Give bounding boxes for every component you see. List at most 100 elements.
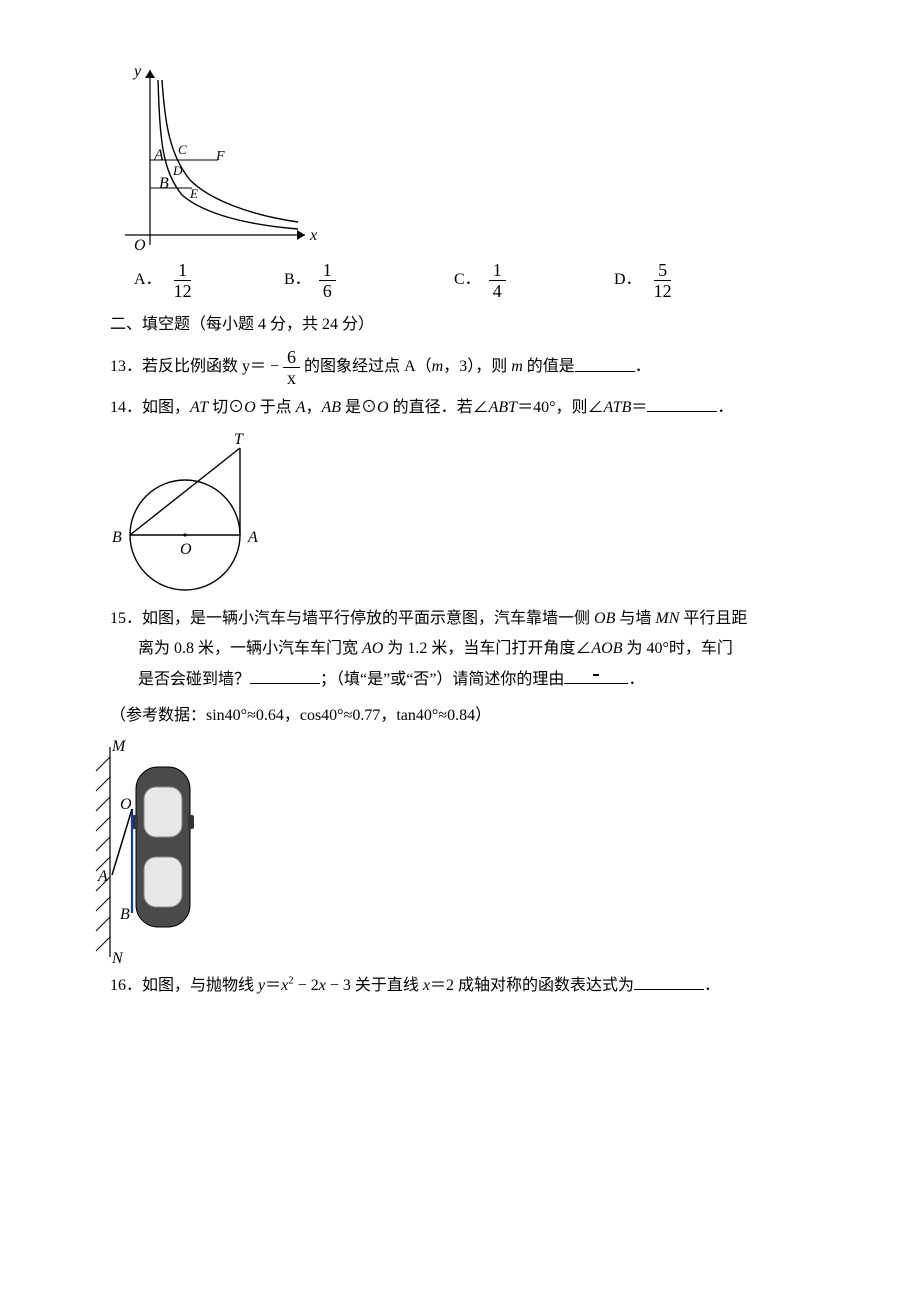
q12-label-B: B <box>159 175 169 192</box>
q15-l2mid: 为 1.2 米，当车门打开角度∠ <box>383 640 591 657</box>
q15-blank2 <box>564 667 628 684</box>
q14-pre: 14．如图， <box>110 399 190 416</box>
q12-figure-svg: y x O A B C D E F <box>110 60 320 255</box>
q15-l3pre: 是否会碰到墙？ <box>138 671 250 688</box>
q14-fig-O: O <box>180 541 192 558</box>
q12-label-F: F <box>215 149 225 164</box>
q15-figure: M O A B N <box>80 737 850 967</box>
q12-option-d: D． 512 <box>614 261 676 300</box>
q14-t4: ， <box>305 399 321 416</box>
q15-l2end: 为 40°时，车门 <box>622 640 732 657</box>
q16-x3: x <box>423 977 430 994</box>
q12-a-num: 1 <box>174 261 191 281</box>
q12-b-den: 6 <box>319 281 336 300</box>
q14-t6: 的直径．若∠ <box>389 399 489 416</box>
q12-option-c-letter: C． <box>454 265 481 295</box>
q14-blank <box>647 395 717 412</box>
q13-pointAmid: ，3），则 <box>443 359 511 376</box>
q13-period: ． <box>635 359 651 376</box>
q13-m: m <box>432 359 444 376</box>
section2-title: 二、填空题（每小题 4 分，共 24 分） <box>110 310 850 340</box>
q15-l1end: 平行且距 <box>679 610 747 627</box>
q15-AOB: AOB <box>591 640 622 657</box>
q16-period: ． <box>704 977 720 994</box>
q15-fig-O: O <box>120 796 132 813</box>
q15-fig-M: M <box>111 738 127 755</box>
q16-m1: − 2 <box>294 977 319 994</box>
q15-l1mid: 与墙 <box>615 610 655 627</box>
q14-O2: O <box>377 399 389 416</box>
q14-fig-B: B <box>112 529 122 546</box>
q12-label-y: y <box>132 63 142 80</box>
q12-label-A: A <box>153 147 164 164</box>
q12-d-num: 5 <box>654 261 671 281</box>
q15-l3hint: ；（填“是”或“否”）请简述你的理由 <box>320 671 564 688</box>
q14-AT: AT <box>190 399 208 416</box>
q15-l3period: ． <box>628 671 644 688</box>
q15-l1pre: 15．如图，是一辆小汽车与墙平行停放的平面示意图，汽车靠墙一侧 <box>110 610 594 627</box>
q15-fig-B: B <box>120 906 130 923</box>
q13-pointApre: A（ <box>404 359 432 376</box>
q12-a-den: 12 <box>170 281 196 300</box>
q13-pre: 13．若反比例函数 <box>110 359 242 376</box>
q12-d-den: 12 <box>650 281 676 300</box>
q12-option-c: C． 14 <box>454 261 614 300</box>
q14-figure-svg: T B O A <box>100 430 280 600</box>
q14-period: ． <box>717 399 733 416</box>
q12-label-E: E <box>189 186 198 201</box>
q15-fig-A: A <box>97 868 108 885</box>
q14-O: O <box>244 399 256 416</box>
q12-figure: y x O A B C D E F <box>110 60 850 255</box>
q16: 16．如图，与抛物线 y＝x2 − 2x − 3 关于直线 x＝2 成轴对称的函… <box>110 971 850 1001</box>
q16-eq: ＝ <box>265 977 281 994</box>
q14-ABT: ABT <box>489 399 517 416</box>
q13-mid: 的图象经过点 <box>300 359 404 376</box>
q15-AO: AO <box>362 640 383 657</box>
q16-m3: − 3 关于直线 <box>326 977 423 994</box>
q15-fig-N: N <box>111 950 124 967</box>
q15: 15．如图，是一辆小汽车与墙平行停放的平面示意图，汽车靠墙一侧 OB 与墙 MN… <box>110 604 850 695</box>
q15-refdata: （参考数据：sin40°≈0.64，cos40°≈0.77，tan40°≈0.8… <box>110 701 850 731</box>
q13-m2: m <box>511 359 523 376</box>
q13-yeq: y＝ − <box>242 359 283 376</box>
q14-t8: ＝ <box>631 399 647 416</box>
q14-t5: 是⊙ <box>341 399 377 416</box>
q12-option-a-letter: A． <box>134 265 162 295</box>
q14-figure: T B O A <box>100 430 850 600</box>
q16-eq2: ＝2 成轴对称的函数表达式为 <box>430 977 634 994</box>
q13: 13．若反比例函数 y＝ − 6x 的图象经过点 A（m，3），则 m 的值是． <box>110 348 850 387</box>
q14-AB: AB <box>321 399 341 416</box>
q15-figure-svg: M O A B N <box>80 737 220 967</box>
q14-ATB: ATB <box>603 399 631 416</box>
q12-label-C: C <box>178 142 187 157</box>
q14-t7: ＝40°，则∠ <box>517 399 603 416</box>
q14: 14．如图，AT 切⊙O 于点 A，AB 是⊙O 的直径．若∠ABT＝40°，则… <box>110 393 850 423</box>
q13-tail: 的值是 <box>523 359 575 376</box>
q14-t3: 于点 <box>256 399 296 416</box>
q12-option-b: B． 16 <box>284 261 454 300</box>
q16-pre: 16．如图，与抛物线 <box>110 977 258 994</box>
q12-options: A． 112 B． 16 C． 14 D． 512 <box>134 261 850 300</box>
q12-label-x: x <box>309 227 317 244</box>
q15-line2: 离为 0.8 米，一辆小汽车车门宽 AO 为 1.2 米，当车门打开角度∠AOB… <box>110 634 850 664</box>
q15-l2pre: 离为 0.8 米，一辆小汽车车门宽 <box>138 640 362 657</box>
q12-c-num: 1 <box>489 261 506 281</box>
q14-fig-A: A <box>247 529 258 546</box>
q12-label-O: O <box>134 237 146 254</box>
q14-t2: 切⊙ <box>208 399 244 416</box>
q15-MN: MN <box>655 610 679 627</box>
q16-blank <box>634 973 704 990</box>
q12-option-d-letter: D． <box>614 265 642 295</box>
q13-blank <box>575 355 635 372</box>
q12-c-den: 4 <box>489 281 506 300</box>
q15-OB: OB <box>594 610 615 627</box>
q14-A: A <box>296 399 306 416</box>
q13-frac-num: 6 <box>283 348 300 368</box>
q16-x2: x <box>319 977 326 994</box>
q12-b-num: 1 <box>319 261 336 281</box>
q12-option-a: A． 112 <box>134 261 284 300</box>
q12-option-b-letter: B． <box>284 265 311 295</box>
q15-line3: 是否会碰到墙？ ；（填“是”或“否”）请简述你的理由 ． <box>110 665 850 695</box>
q14-fig-T: T <box>234 431 244 448</box>
q15-line1: 15．如图，是一辆小汽车与墙平行停放的平面示意图，汽车靠墙一侧 OB 与墙 MN… <box>110 604 850 634</box>
